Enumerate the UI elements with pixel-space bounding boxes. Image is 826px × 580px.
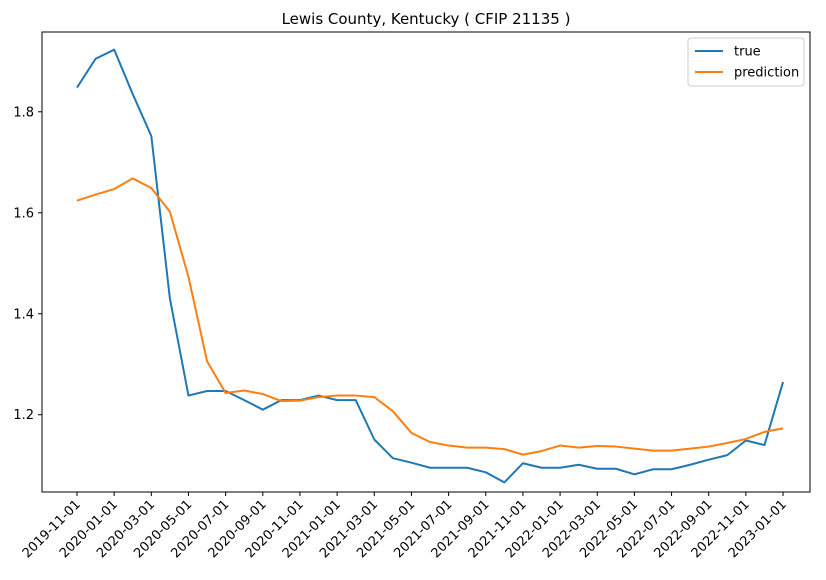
- plot-frame: [41, 31, 811, 493]
- y-tick-label: 1.2: [13, 408, 34, 423]
- series-line-prediction: [76, 177, 784, 456]
- series-line-true: [76, 48, 784, 484]
- legend-label: true: [734, 45, 761, 60]
- legend-label: prediction: [734, 66, 799, 81]
- plot-area: [76, 48, 784, 484]
- y-tick-label: 1.4: [13, 307, 34, 322]
- y-tick-label: 1.6: [13, 206, 34, 221]
- y-tick-label: 1.8: [13, 105, 34, 120]
- legend: true prediction: [687, 37, 805, 87]
- chart-title: Lewis County, Kentucky ( CFIP 21135 ): [282, 10, 571, 28]
